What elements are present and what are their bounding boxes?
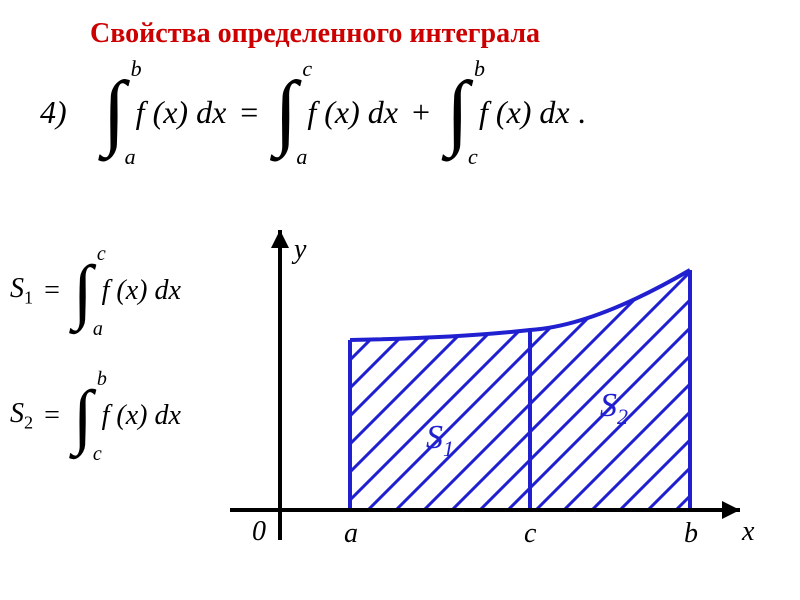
rhs2-integrand: f (x) dx bbox=[479, 94, 570, 131]
s1-equals: = bbox=[44, 275, 60, 307]
rhs1-upper-limit: c bbox=[302, 56, 312, 82]
integral-sign-icon: ∫ bbox=[274, 70, 297, 154]
formula-additivity: 4) b ∫ a f (x) dx = c ∫ a f (x) dx + b ∫… bbox=[40, 70, 586, 154]
tick-b: b bbox=[684, 518, 698, 549]
formula-s1: S1 = c ∫ a f (x) dx bbox=[10, 255, 181, 327]
s1-label: S1 bbox=[10, 273, 33, 309]
formula-s2: S2 = b ∫ c f (x) dx bbox=[10, 380, 181, 452]
integral-diagram: 0yxacbS1S2 bbox=[220, 220, 760, 570]
curve-fx bbox=[350, 270, 690, 340]
integral-sign-icon: ∫ bbox=[73, 380, 93, 452]
integral-rhs1: c ∫ a bbox=[274, 70, 297, 154]
s1-lower-limit: a bbox=[93, 318, 103, 341]
lhs-upper-limit: b bbox=[131, 56, 142, 82]
rhs2-upper-limit: b bbox=[474, 56, 485, 82]
s2-label: S2 bbox=[10, 398, 33, 434]
s2-lower-limit: c bbox=[93, 443, 102, 466]
integral-sign-icon: ∫ bbox=[103, 70, 126, 154]
page-title: Свойства определенного интеграла bbox=[90, 18, 540, 50]
integral-lhs: b ∫ a bbox=[103, 70, 126, 154]
tick-c: c bbox=[524, 518, 537, 549]
rhs1-lower-limit: a bbox=[296, 144, 307, 170]
integral-rhs2: b ∫ c bbox=[446, 70, 469, 154]
s2-equals: = bbox=[44, 400, 60, 432]
lhs-integrand: f (x) dx bbox=[136, 94, 227, 131]
period: . bbox=[578, 94, 586, 131]
s1-upper-limit: c bbox=[97, 243, 106, 266]
equals-sign: = bbox=[240, 94, 258, 131]
rhs1-integrand: f (x) dx bbox=[307, 94, 398, 131]
origin-label: 0 bbox=[252, 516, 266, 547]
x-axis-label: x bbox=[741, 516, 755, 547]
y-axis-label: y bbox=[291, 234, 307, 265]
y-axis-arrow-icon bbox=[271, 230, 289, 248]
region-s1-label: S1 bbox=[426, 419, 454, 461]
s2-integral: b ∫ c bbox=[73, 380, 93, 452]
formula-number: 4) bbox=[40, 94, 67, 131]
s2-integrand: f (x) dx bbox=[102, 400, 181, 432]
integral-sign-icon: ∫ bbox=[446, 70, 469, 154]
integral-sign-icon: ∫ bbox=[73, 255, 93, 327]
s1-integrand: f (x) dx bbox=[102, 275, 181, 307]
s2-upper-limit: b bbox=[97, 368, 107, 391]
x-axis-arrow-icon bbox=[722, 501, 740, 519]
plus-sign: + bbox=[412, 94, 430, 131]
s1-integral: c ∫ a bbox=[73, 255, 93, 327]
rhs2-lower-limit: c bbox=[468, 144, 478, 170]
lhs-lower-limit: a bbox=[125, 144, 136, 170]
tick-a: a bbox=[344, 518, 358, 549]
